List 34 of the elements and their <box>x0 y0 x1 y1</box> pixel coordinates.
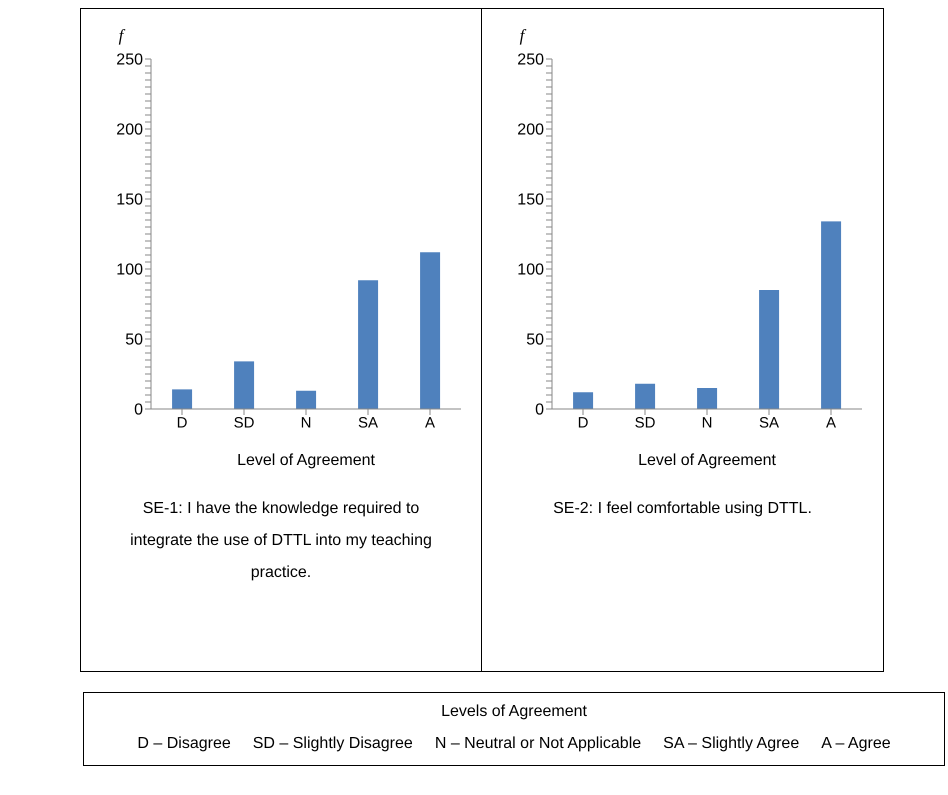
text: SE-2: I feel comfortable using DTTL. <box>552 499 813 519</box>
text: N – Neutral or Not Applicable <box>434 735 642 753</box>
y-tick-label: 200 <box>517 122 544 139</box>
y-tick-label: 200 <box>116 122 144 139</box>
y-tick-label: 150 <box>517 192 544 209</box>
y-tick-label: 50 <box>526 332 544 349</box>
x-tick-label: D <box>578 414 589 432</box>
y-tick-label: 150 <box>116 192 144 209</box>
y-tick-label: 50 <box>125 332 144 349</box>
y-tick-label: 250 <box>116 52 144 69</box>
x-tick-label: SA <box>358 414 378 432</box>
y-tick-label: 0 <box>134 402 144 419</box>
x-tick-label: SD <box>634 414 656 432</box>
x-tick-label: N <box>300 414 312 432</box>
x-tick-label: D <box>176 414 188 432</box>
x-axis-title: Level of Agreement <box>237 452 376 469</box>
text: SD – Slightly Disagree <box>252 735 413 753</box>
x-tick-label: A <box>826 414 836 432</box>
y-tick-label: 100 <box>116 262 144 279</box>
text: SA – Slightly Agree <box>663 735 800 753</box>
text: D – Disagree <box>137 735 231 753</box>
x-axis-title: Level of Agreement <box>638 452 776 469</box>
text: A – Agree <box>821 735 891 753</box>
text: Levels of Agreement <box>440 703 588 721</box>
x-tick-label: A <box>424 414 436 432</box>
y-axis-title: f <box>118 26 126 45</box>
y-tick-label: 0 <box>535 402 544 419</box>
y-tick-label: 250 <box>517 52 544 69</box>
x-tick-label: SA <box>758 414 780 432</box>
x-tick-label: N <box>702 414 712 432</box>
x-tick-label: SD <box>234 414 255 432</box>
y-axis-title: f <box>520 26 527 45</box>
text: SE-1: I have the knowledge required to integrate the use of DTTL into my teaching practice. <box>129 499 433 583</box>
y-tick-label: 100 <box>517 262 544 279</box>
